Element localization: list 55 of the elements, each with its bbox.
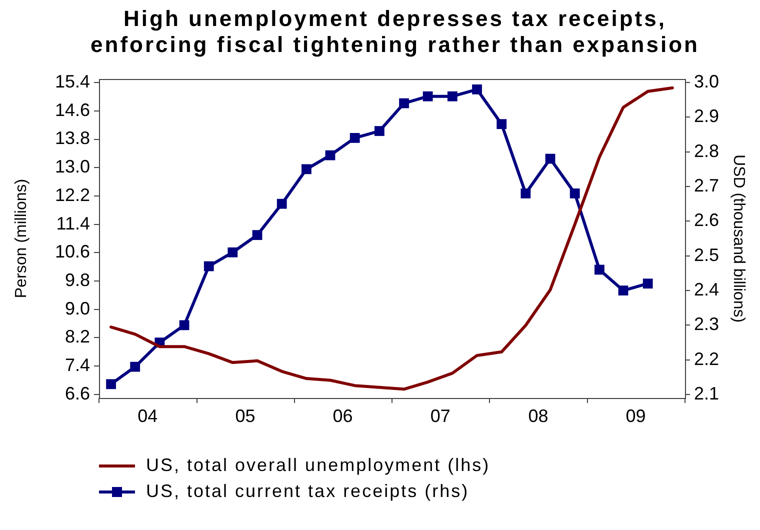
x-tick-label: 07 <box>430 406 450 426</box>
chart-title: High unemployment depresses tax receipts, enforcing fiscal tightening rather than expansion <box>90 6 700 58</box>
y2-tick-label: 2.5 <box>694 244 720 265</box>
y-tick-label: 13.8 <box>54 128 90 148</box>
y2-tick-label: 2.4 <box>694 279 720 300</box>
legend-label: US, total overall unemployment (lhs) <box>146 454 490 475</box>
point <box>594 264 604 275</box>
y-tick-label: 8.2 <box>64 326 90 347</box>
point <box>618 286 628 296</box>
point <box>570 188 580 198</box>
x-tick-label: 05 <box>235 406 256 426</box>
point <box>228 247 238 258</box>
y-tick-label: 7.4 <box>64 355 90 376</box>
point <box>642 278 653 289</box>
point <box>325 150 336 160</box>
y-tick-label: 9.0 <box>64 298 90 318</box>
y-tick-label: 12.2 <box>54 184 90 205</box>
y-tick-label: 11.4 <box>56 213 90 234</box>
x-tick-label: 09 <box>626 406 646 426</box>
y-tick-label: 9.8 <box>64 270 90 290</box>
point <box>447 91 458 102</box>
point <box>374 126 384 136</box>
x-tick-label: 06 <box>332 406 353 426</box>
point <box>179 320 190 330</box>
point <box>204 261 214 272</box>
point <box>399 98 409 108</box>
point <box>302 164 312 174</box>
point <box>350 132 360 143</box>
point <box>252 230 262 240</box>
y2-tick-label: 2.3 <box>694 314 720 334</box>
y-tick-label: 6.6 <box>64 383 90 404</box>
y2-tick-label: 2.8 <box>694 140 720 161</box>
y2-axis-title: USD (thousand billions) <box>730 154 747 323</box>
point <box>130 362 140 372</box>
y2-tick-label: 2.9 <box>694 106 720 126</box>
point <box>545 154 556 164</box>
y-tick-label: 14.6 <box>54 100 90 120</box>
y-tick-label: 13.0 <box>54 156 90 177</box>
point <box>422 91 433 102</box>
legend-label: US, total current tax receipts (rhs) <box>146 480 470 501</box>
y2-tick-label: 3.0 <box>694 71 720 92</box>
point <box>106 379 116 390</box>
y2-tick-label: 2.7 <box>694 175 720 196</box>
y2-tick-label: 2.6 <box>694 210 720 230</box>
y2-tick-label: 2.1 <box>694 384 720 404</box>
point <box>520 188 531 198</box>
y-axis-title: Person (millions) <box>13 178 30 298</box>
point <box>276 198 287 209</box>
y2-tick-label: 2.2 <box>694 348 720 369</box>
point <box>496 119 507 130</box>
y-tick-label: 15.4 <box>54 72 90 92</box>
x-tick-label: 04 <box>138 406 158 426</box>
point <box>472 84 482 94</box>
y-tick-label: 10.6 <box>54 242 90 262</box>
x-tick-label: 08 <box>528 406 548 426</box>
